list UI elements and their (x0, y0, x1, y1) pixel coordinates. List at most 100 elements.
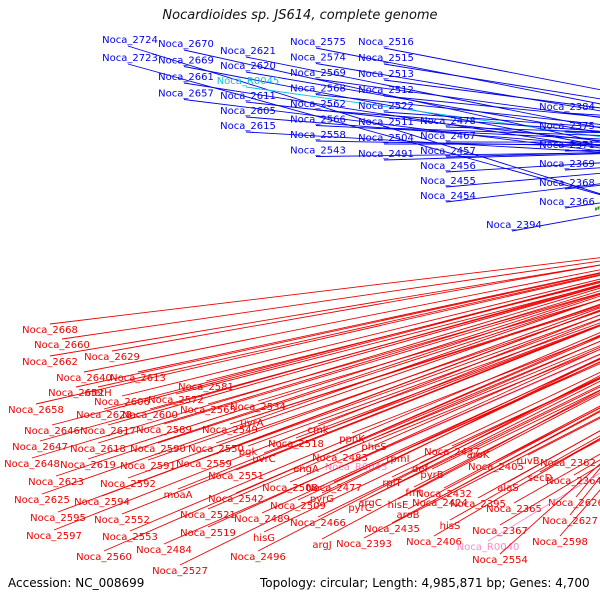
forward-gene-label: Noca_2574 (290, 53, 346, 64)
reverse-gene-label: Noca_2572 (148, 395, 204, 406)
reverse-gene-label: Noca_2658 (8, 405, 64, 416)
reverse-gene-label: Noca_2406 (406, 537, 462, 548)
reverse-label-leader (163, 293, 600, 425)
forward-gene-label: Noca_2522 (358, 101, 414, 112)
reverse-gene-label: Noca_2553 (102, 532, 158, 543)
forward-label-leader (183, 49, 600, 143)
reverse-label-leader (41, 298, 600, 495)
reverse-label-leader (57, 309, 600, 513)
reverse-label-leader (351, 335, 600, 434)
reverse-label-leader (321, 390, 600, 540)
reverse-gene-label: Noca_2647 (12, 442, 68, 453)
forward-label-leader (245, 131, 600, 153)
forward-label-leader (445, 141, 600, 143)
reverse-label-leader (121, 324, 600, 515)
reverse-gene-label: Noca_2365 (486, 504, 542, 515)
forward-gene-label: Noca_2566 (290, 115, 346, 126)
forward-gene-label: Noca_2467 (420, 131, 476, 142)
reverse-gene-label: pheS (361, 442, 386, 453)
reverse-label-leader (257, 375, 600, 552)
forward-label-leader (445, 162, 600, 173)
reverse-label-leader (247, 318, 600, 447)
reverse-label-leader (87, 294, 600, 460)
forward-label-leader (315, 63, 600, 112)
forward-gene-label: Noca_2375 (539, 121, 595, 132)
reverse-label-leader (499, 463, 600, 555)
outer-tick-dot (594, 207, 597, 211)
reverse-gene-label: Noca_2595 (30, 513, 86, 524)
reverse-gene-label: Noca_2627 (542, 516, 598, 527)
reverse-label-leader (121, 278, 600, 397)
forward-label-leader (383, 95, 600, 118)
reverse-gene-label: Noca_2484 (136, 545, 192, 556)
reverse-gene-label: Noca_2625 (14, 495, 70, 506)
forward-label-leader (383, 111, 600, 128)
forward-label-leader (445, 126, 600, 133)
reverse-label-leader (305, 340, 600, 464)
forward-label-leader (315, 140, 600, 147)
forward-gene-label: Noca_2366 (539, 197, 595, 208)
reverse-label-leader (407, 407, 600, 510)
reverse-label-leader (391, 410, 600, 524)
forward-gene-label: Noca_2455 (420, 176, 476, 187)
reverse-gene-label: Noca_2509 (270, 501, 326, 512)
reverse-label-leader (289, 346, 600, 483)
reverse-gene-label: Noca_2660 (34, 340, 90, 351)
reverse-label-leader (179, 358, 600, 566)
reverse-gene-label: cmk (307, 425, 328, 436)
forward-gene-label: Noca_2511 (358, 117, 414, 128)
forward-gene-label: Noca_2562 (290, 99, 346, 110)
forward-gene-label: Noca_2384 (539, 102, 595, 113)
reverse-gene-label: Noca_2550 (188, 444, 244, 455)
reverse-label-leader (451, 377, 600, 447)
reverse-label-leader (355, 354, 600, 462)
reverse-label-leader (51, 281, 600, 426)
reverse-gene-label: Noca_2606 (94, 397, 150, 408)
reverse-gene-label: uvrC (252, 454, 275, 465)
forward-gene-label: Noca_2504 (358, 133, 414, 144)
reverse-label-leader (35, 274, 600, 405)
reverse-label-leader (419, 377, 600, 464)
reverse-gene-label: Noca_2466 (290, 518, 346, 529)
forward-gene-label: Noca_2456 (420, 161, 476, 172)
forward-gene-label: Noca_2513 (358, 69, 414, 80)
reverse-gene-label: secD (528, 473, 553, 484)
reverse-gene-label: Noca_2592 (100, 479, 156, 490)
reverse-gene-label: Noca_2519 (180, 528, 236, 539)
forward-label-leader (245, 71, 600, 133)
forward-gene-label: Noca_2669 (158, 56, 214, 67)
reverse-label-leader (83, 269, 600, 373)
reverse-label-leader (559, 489, 600, 537)
reverse-gene-label: Noca_2362 (540, 458, 596, 469)
outer-tick-dot (597, 206, 600, 210)
reverse-label-leader (49, 264, 600, 357)
reverse-gene-label: Noca_2668 (22, 325, 78, 336)
reverse-label-leader (97, 274, 600, 388)
reverse-gene-label: Noca_R0040 (457, 542, 520, 553)
reverse-label-leader (413, 391, 600, 488)
reverse-gene-label: engA (293, 464, 319, 475)
reverse-gene-label: hisE (388, 500, 409, 511)
reverse-label-leader (107, 286, 600, 426)
reverse-gene-label: Noca_2542 (208, 494, 264, 505)
reverse-gene-label: pgk (239, 447, 258, 458)
reverse-gene-label: moaA (164, 490, 193, 501)
reverse-gene-label: Noca_2594 (74, 497, 130, 508)
forward-gene-label: Noca_2569 (290, 68, 346, 79)
reverse-label-leader (449, 435, 600, 521)
reverse-gene-label: Noca_R0043 (325, 462, 388, 473)
forward-label-leader (383, 127, 600, 136)
forward-label-leader (383, 47, 600, 91)
reverse-gene-label: hisG (253, 533, 275, 544)
reverse-gene-label: Noca_2581 (178, 382, 234, 393)
reverse-gene-label: Noca_2489 (234, 514, 290, 525)
reverse-label-leader (49, 257, 600, 325)
reverse-label-leader (439, 411, 600, 498)
forward-gene-label: Noca_2724 (102, 35, 158, 46)
reverse-gene-label: pyrB (420, 470, 443, 481)
forward-gene-label: Noca_2478 (420, 116, 476, 127)
reverse-label-leader (499, 464, 600, 526)
reverse-gene-label: Noca_2598 (532, 537, 588, 548)
reverse-label-leader (373, 349, 600, 442)
